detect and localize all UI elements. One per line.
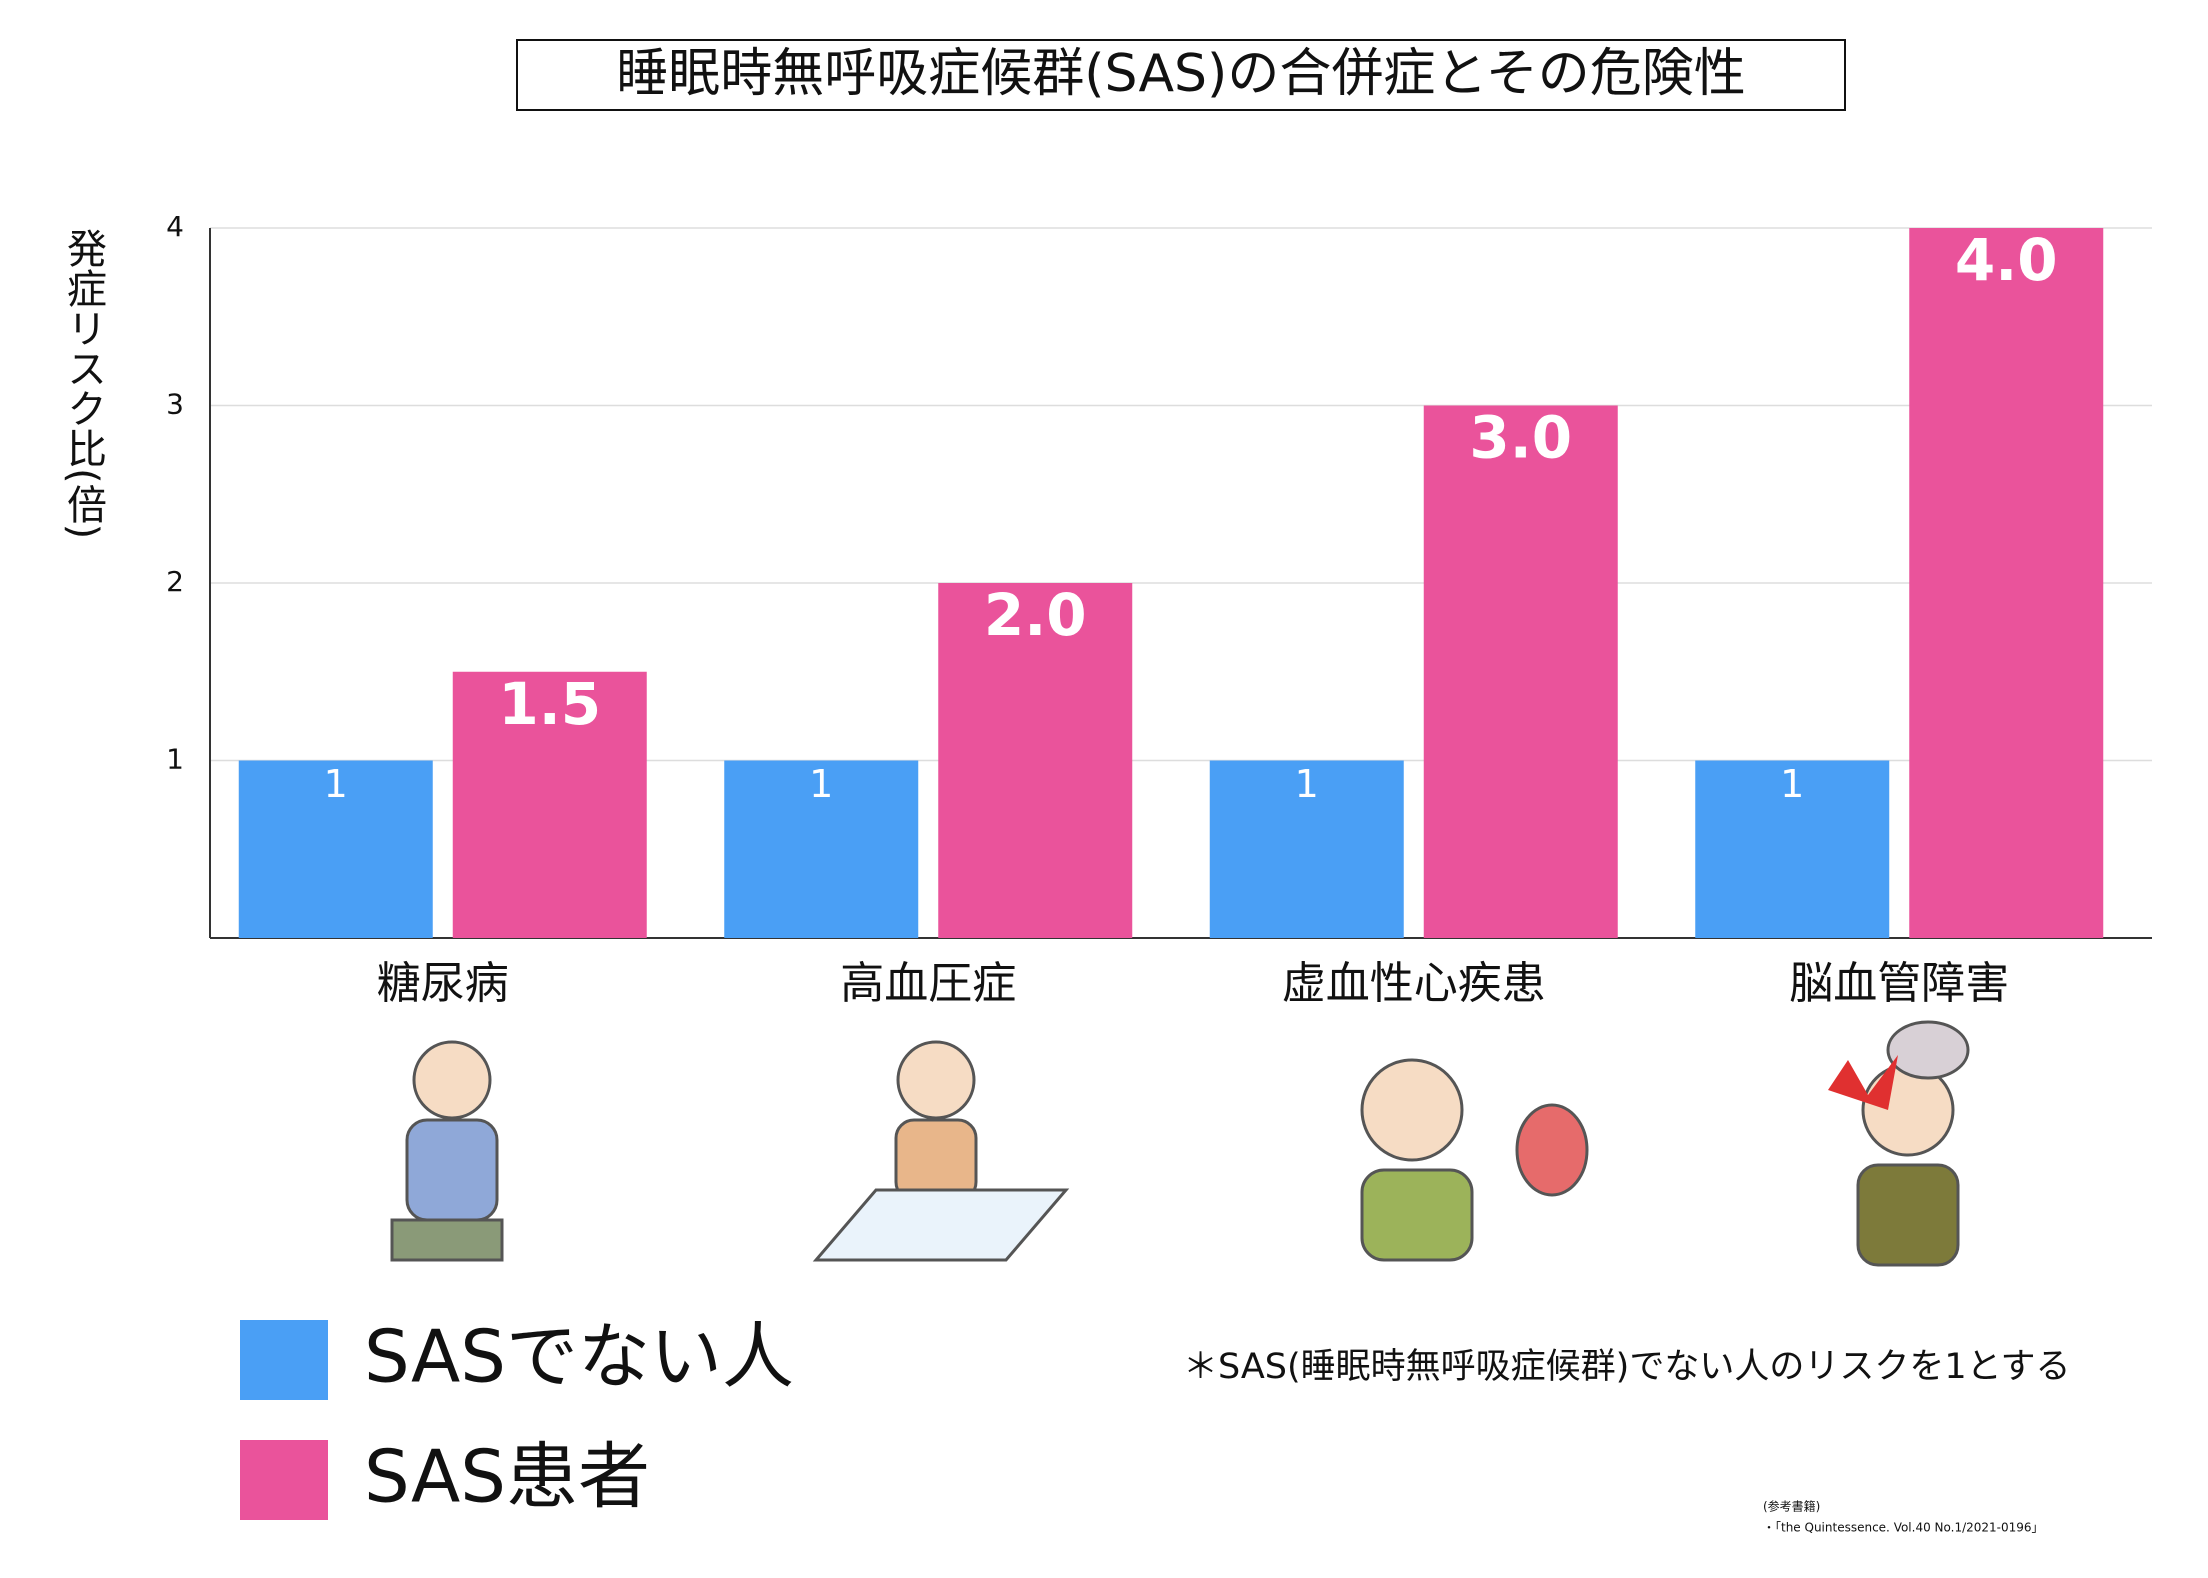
illustration [1828,1020,1970,1267]
illustration [390,1040,504,1262]
source-reference: ・「the Quintessence. Vol.40 No.1/2021-019… [1763,1521,2044,1535]
source-heading: (参考書籍) [1763,1499,1820,1514]
bar [452,671,647,938]
illustration [812,1040,1070,1262]
legend-swatch [240,1320,328,1400]
data-label: 2.0 [984,581,1087,649]
illustrations [390,1020,1970,1267]
y-tick-label: 1 [166,743,184,776]
y-tick-label: 3 [166,388,184,421]
bar [724,760,919,938]
title-box [516,39,1846,111]
data-label: 1 [324,762,348,806]
bar [1695,760,1890,938]
legend-label: SAS患者 [364,1435,650,1519]
data-label: 4.0 [1955,226,2058,294]
data-label: 1 [1780,762,1804,806]
y-tick-label: 4 [166,210,184,243]
bar [938,583,1133,938]
legend-swatch [240,1440,328,1520]
bar [238,760,433,938]
x-tick-label: 高血圧症 [840,958,1016,1009]
chart-title: 睡眠時無呼吸症候群(SAS)の合併症とその危険性 [616,44,1746,104]
data-label: 3.0 [1469,404,1572,472]
y-tick-label: 2 [166,565,184,598]
data-label: 1.5 [498,670,601,738]
data-label: 1 [809,762,833,806]
note: ＊SAS(睡眠時無呼吸症候群)でない人のリスクを1とする [1183,1347,2071,1387]
x-tick-label: 虚血性心疾患 [1282,958,1546,1009]
illustration [1360,1058,1589,1262]
legend-label: SASでない人 [364,1315,794,1399]
bar [1423,405,1618,938]
bar [1209,760,1404,938]
bar [1909,228,2104,938]
x-tick-label: 脳血管障害 [1789,958,2009,1009]
x-tick-label: 糖尿病 [377,958,509,1009]
data-label: 1 [1295,762,1319,806]
y-axis-label: 発症リスク比(倍) [60,228,106,539]
